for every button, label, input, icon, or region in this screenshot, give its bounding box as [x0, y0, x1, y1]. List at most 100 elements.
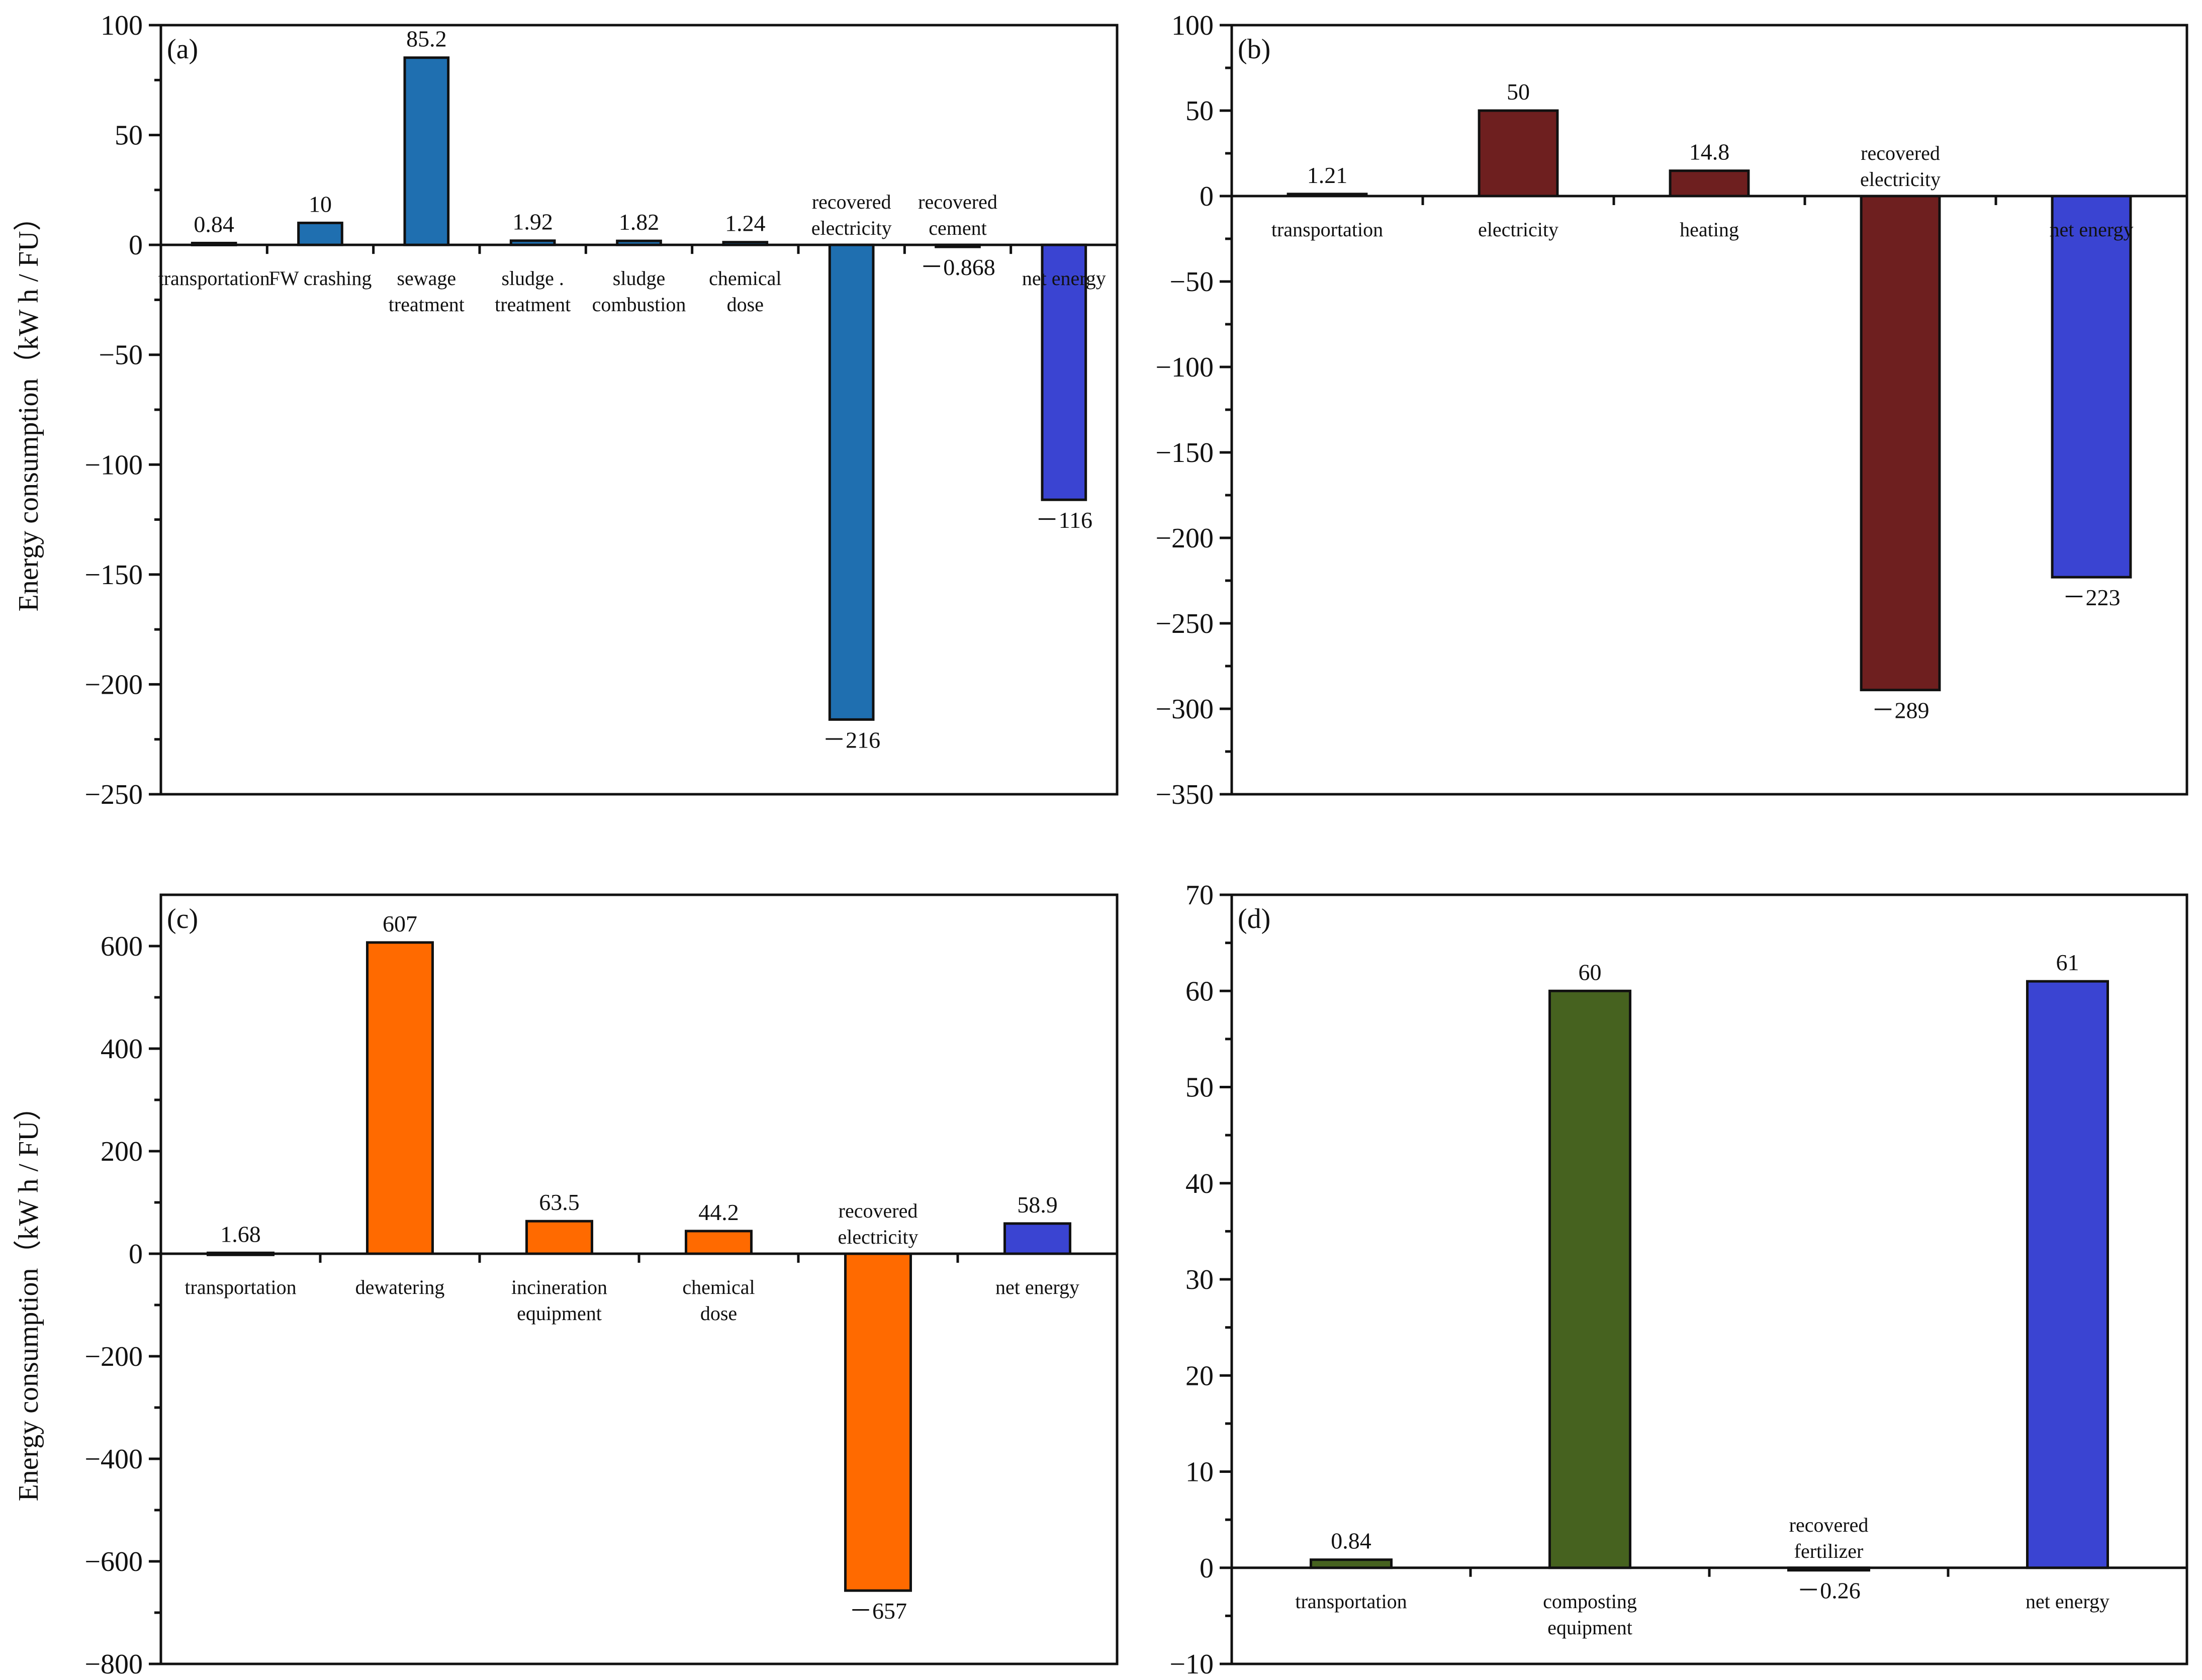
y-tick-label-a: 50: [115, 120, 143, 151]
y-tick-label-d: 10: [1185, 1457, 1214, 1488]
y-tick-label-b: −150: [1155, 437, 1214, 469]
category-label-b-4: recovered electricity: [1860, 142, 1941, 191]
category-label-b-5: net energy: [2050, 218, 2134, 241]
y-tick-label-c: −600: [84, 1546, 143, 1577]
panel-b: −350 −300 −250 −200 −150 −100 −50 0 50 100 1.21 tra…: [1155, 10, 2188, 810]
bar-d-1: [1310, 1558, 1393, 1569]
value-label-d-3: －0.26: [1797, 1578, 1861, 1604]
y-tick-label-a: 100: [101, 10, 143, 41]
y-tick-label-b: −300: [1155, 694, 1214, 725]
y-tick-label-b: −250: [1155, 608, 1214, 639]
panel-label-d: (d): [1238, 903, 1270, 935]
value-label-b-5: －223: [2063, 585, 2121, 610]
y-tick-label-b: 0: [1200, 181, 1214, 212]
bar-c-2: [366, 941, 434, 1255]
y-tick-label-b: −50: [1169, 266, 1214, 298]
y-tick-label-d: 40: [1185, 1168, 1214, 1199]
bar-a-6: [722, 241, 769, 246]
bar-a-3: [403, 56, 450, 246]
y-tick-label-b: 50: [1185, 96, 1214, 127]
y-tick-label-a: −200: [84, 669, 143, 700]
y-tick-label-a: −150: [84, 559, 143, 591]
category-label-c-5: recovered electricity: [838, 1199, 919, 1248]
value-label-b-2: 50: [1507, 79, 1530, 105]
category-label-d-3: recovered fertilizer: [1789, 1514, 1869, 1562]
category-label-c-1: transportation: [185, 1276, 296, 1298]
y-tick-label-b: −200: [1155, 523, 1214, 554]
panel-c: −800 −600 −400 −200 0 200 400 600 1.68 transporta…: [84, 893, 1119, 1680]
value-label-a-2: 10: [309, 191, 332, 217]
y-tick-label-d: 50: [1185, 1072, 1214, 1103]
category-label-a-3: sewage treatment: [389, 267, 465, 316]
y-tick-label-a: 0: [129, 230, 143, 261]
panel-a: −250 −200 −150 −100 −50 0 50 100 0.84 transportat…: [84, 10, 1119, 810]
bar-b-3: [1669, 169, 1750, 198]
bar-a-7: [828, 243, 875, 721]
y-tick-label-b: −350: [1155, 779, 1214, 810]
y-tick-label-d: 60: [1185, 976, 1214, 1007]
y-tick-label-d: 30: [1185, 1264, 1214, 1295]
category-label-c-3: incineration equipment: [511, 1276, 607, 1325]
panel-frame-c: [159, 893, 1119, 1665]
bar-b-1: [1287, 193, 1368, 198]
value-label-a-9: －116: [1036, 507, 1092, 533]
value-label-c-2: 607: [383, 911, 417, 937]
category-label-a-6: chemical dose: [709, 267, 781, 316]
value-label-a-8: －0.868: [920, 254, 995, 280]
y-axis-label-bottom: Energy consumption（kW h / FU）: [13, 1092, 44, 1501]
bar-c-1: [207, 1251, 274, 1256]
category-label-a-7: recovered electricity: [811, 191, 892, 239]
value-label-b-4: －289: [1872, 698, 1930, 723]
y-tick-label-b: −100: [1155, 352, 1214, 383]
value-label-b-3: 14.8: [1689, 139, 1730, 165]
value-label-a-4: 1.92: [512, 209, 553, 235]
value-label-c-5: －657: [849, 1598, 907, 1624]
value-label-a-3: 85.2: [406, 26, 447, 52]
panel-label-b: (b): [1238, 34, 1270, 65]
category-label-a-1: transportation: [158, 267, 270, 290]
category-label-d-1: transportation: [1295, 1590, 1407, 1613]
value-label-a-5: 1.82: [619, 209, 660, 235]
bar-a-9: [1041, 243, 1087, 501]
category-label-c-2: dewatering: [355, 1276, 445, 1298]
value-label-d-4: 61: [2056, 950, 2079, 975]
y-tick-label-d: 20: [1185, 1360, 1214, 1391]
bar-c-6: [1003, 1222, 1071, 1255]
y-tick-label-c: −400: [84, 1444, 143, 1475]
panel-frame-a: [159, 24, 1119, 796]
y-tick-label-d: −10: [1169, 1649, 1214, 1680]
bar-b-4: [1860, 195, 1941, 692]
bar-a-5: [616, 239, 662, 246]
y-tick-label-a: −250: [84, 779, 143, 810]
category-label-c-6: net energy: [995, 1276, 1079, 1298]
bar-b-2: [1478, 109, 1559, 198]
category-label-a-2: FW crashing: [269, 267, 372, 290]
value-label-c-4: 44.2: [698, 1199, 739, 1225]
bar-b-5: [2051, 195, 2132, 579]
bar-a-2: [297, 221, 343, 246]
category-label-d-4: net energy: [2026, 1590, 2109, 1613]
category-label-b-3: heating: [1680, 218, 1739, 241]
value-label-a-6: 1.24: [725, 211, 766, 236]
category-label-a-9: net energy: [1022, 267, 1106, 290]
panel-label-a: (a): [167, 34, 198, 65]
bar-c-4: [685, 1230, 753, 1255]
bar-d-3: [1787, 1566, 1870, 1572]
y-tick-label-b: 100: [1171, 10, 1214, 41]
value-label-c-3: 63.5: [539, 1189, 580, 1215]
category-label-a-5: sludge combustion: [592, 267, 686, 316]
bar-a-8: [935, 243, 981, 248]
y-tick-label-c: 200: [101, 1136, 143, 1167]
bar-c-5: [844, 1252, 912, 1592]
y-tick-label-c: −800: [84, 1649, 143, 1680]
bar-a-1: [191, 241, 237, 246]
bar-d-4: [2026, 980, 2109, 1569]
y-tick-label-c: 0: [129, 1239, 143, 1270]
value-label-a-1: 0.84: [194, 211, 234, 237]
bar-c-3: [525, 1220, 593, 1255]
y-tick-label-a: −50: [99, 340, 143, 371]
category-label-c-4: chemical dose: [682, 1276, 755, 1325]
y-tick-label-d: 70: [1185, 880, 1214, 911]
y-axis-label-top: Energy consumption（kW h / FU）: [13, 203, 44, 611]
